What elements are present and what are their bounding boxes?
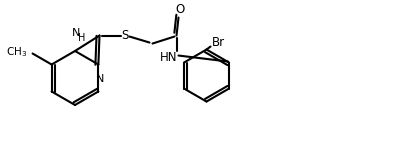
Text: O: O <box>174 3 184 16</box>
Text: Br: Br <box>211 36 224 49</box>
Text: N: N <box>71 28 80 38</box>
Text: HN: HN <box>159 51 177 64</box>
Text: N: N <box>96 73 104 84</box>
Text: S: S <box>121 29 128 42</box>
Text: H: H <box>78 33 85 43</box>
Text: CH$_3$: CH$_3$ <box>6 46 28 59</box>
